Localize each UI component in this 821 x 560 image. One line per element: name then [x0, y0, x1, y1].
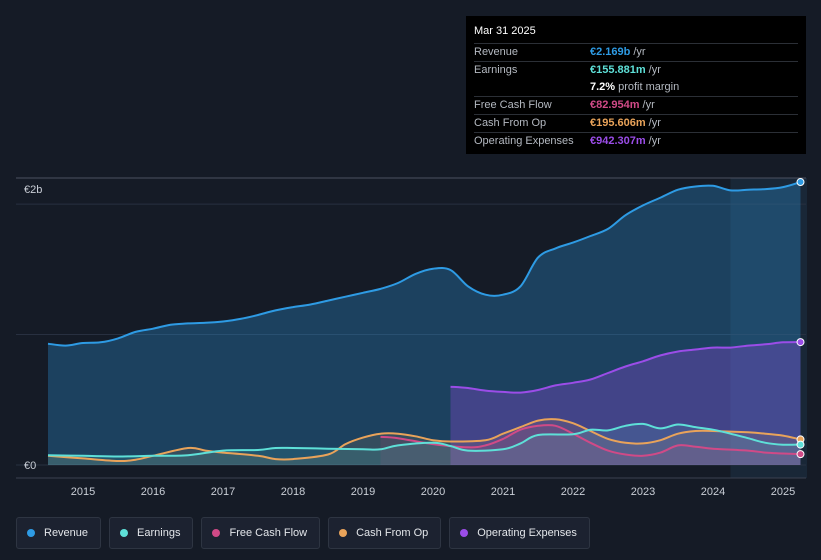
- tooltip-row-earnings: Earnings €155.881m /yr: [474, 62, 798, 79]
- tooltip-label: Free Cash Flow: [474, 99, 552, 111]
- x-axis: 2015 2016 2017 2018 2019 2020 2021 2022 2023 2024…: [71, 486, 795, 498]
- legend-dot: [339, 529, 348, 537]
- x-tick-label: 2023: [631, 486, 655, 498]
- x-tick-label: 2018: [281, 486, 305, 498]
- tooltip-unit: /yr: [648, 117, 661, 129]
- x-tick-label: 2015: [71, 486, 95, 498]
- x-tick-label: 2019: [351, 486, 375, 498]
- tooltip-unit: /yr: [648, 135, 661, 147]
- free-cash-flow-area: [380, 425, 801, 465]
- tooltip-unit: /yr: [642, 99, 655, 111]
- x-tick-label: 2021: [491, 486, 515, 498]
- revenue-line: [47, 181, 801, 347]
- x-tick-label: 2020: [421, 486, 445, 498]
- x-tick-label: 2024: [701, 486, 725, 498]
- forecast-shade: [730, 178, 807, 478]
- legend-label: Cash From Op: [356, 527, 429, 539]
- x-tick-label: 2016: [141, 486, 165, 498]
- tooltip-value: €195.606m: [590, 117, 646, 129]
- legend-operating-expenses[interactable]: Operating Expenses: [449, 517, 590, 549]
- tooltip-unit: /yr: [648, 64, 661, 76]
- revenue-area: [48, 182, 801, 465]
- cash-from-op-line: [47, 418, 801, 463]
- tooltip-label: Revenue: [474, 46, 519, 58]
- tooltip-value: €942.307m: [590, 135, 646, 147]
- legend-free-cash-flow[interactable]: Free Cash Flow: [201, 517, 321, 549]
- legend: Revenue Earnings Free Cash Flow Cash Fro…: [16, 517, 590, 549]
- legend-label: Free Cash Flow: [229, 527, 308, 539]
- legend-label: Revenue: [44, 527, 89, 539]
- tooltip-label: Cash From Op: [474, 117, 547, 129]
- tooltip-date: Mar 31 2025: [474, 23, 798, 44]
- legend-dot: [212, 529, 221, 537]
- legend-revenue[interactable]: Revenue: [16, 517, 102, 549]
- tooltip-unit: /yr: [633, 46, 646, 58]
- tooltip-label: [474, 79, 590, 96]
- free-cash-flow-endpoint: [796, 450, 805, 459]
- x-tick-label: 2022: [561, 486, 585, 498]
- y-axis: €2b €0: [24, 184, 42, 472]
- series-areas: [48, 182, 801, 465]
- tooltip-value: €82.954m: [590, 99, 640, 111]
- tooltip-row-fcf: Free Cash Flow €82.954m /yr: [474, 97, 798, 115]
- tooltip-unit: profit margin: [618, 81, 680, 93]
- earnings-line: [47, 422, 801, 458]
- operating-expenses-line: [450, 341, 801, 394]
- revenue-endpoint: [796, 178, 805, 187]
- legend-dot: [120, 529, 129, 537]
- x-tick-label: 2017: [211, 486, 235, 498]
- tooltip-row-margin: 7.2% profit margin: [474, 79, 798, 97]
- tooltip-row-opex: Operating Expenses €942.307m /yr: [474, 133, 798, 150]
- tooltip-panel: Mar 31 2025 Revenue €2.169b /yr Earnings…: [466, 16, 806, 154]
- legend-cash-from-op[interactable]: Cash From Op: [328, 517, 442, 549]
- legend-dot: [27, 529, 35, 537]
- tooltip-label: Earnings: [474, 64, 518, 76]
- y-tick-label: €2b: [24, 184, 42, 196]
- tooltip-value: €2.169b: [590, 46, 631, 58]
- tooltip-value: €155.881m: [590, 64, 646, 76]
- earnings-endpoint: [796, 440, 805, 449]
- tooltip-row-cfo: Cash From Op €195.606m /yr: [474, 115, 798, 133]
- tooltip-row-revenue: Revenue €2.169b /yr: [474, 44, 798, 62]
- legend-label: Earnings: [137, 527, 181, 539]
- legend-dot: [460, 529, 469, 537]
- series-endpoints: [796, 178, 805, 459]
- free-cash-flow-line: [380, 424, 801, 457]
- tooltip-label: Operating Expenses: [474, 135, 574, 147]
- legend-label: Operating Expenses: [477, 527, 577, 539]
- tooltip-value: 7.2%: [590, 81, 616, 93]
- series-lines: [47, 181, 801, 463]
- x-tick-label: 2025: [771, 486, 795, 498]
- grid: [16, 177, 806, 479]
- y-tick-label: €0: [24, 460, 36, 472]
- operating-expenses-endpoint: [796, 338, 805, 347]
- legend-earnings[interactable]: Earnings: [109, 517, 194, 549]
